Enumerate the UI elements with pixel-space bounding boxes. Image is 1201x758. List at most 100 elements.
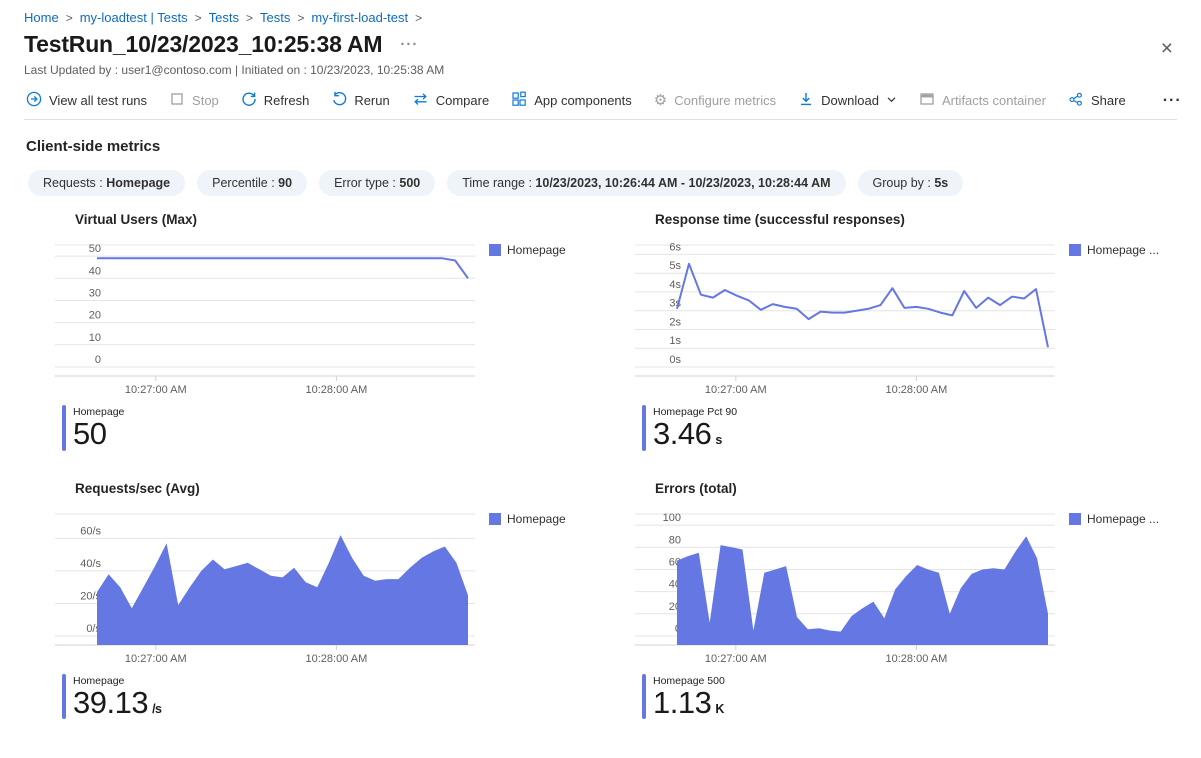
svg-text:10:28:00 AM: 10:28:00 AM [306,384,368,396]
virtual-users-chart: 50 40 30 20 10 0 10:27:00 AM 10:28:00 AM [55,243,475,396]
breadcrumb-my-first-load-test[interactable]: my-first-load-test [311,10,409,25]
chart-card-requests-per-sec: Requests/sec (Avg) 60/s 40/s 20/s 0/s 10:27:… [55,481,635,720]
svg-text:40/s: 40/s [80,557,101,569]
svg-text:6s: 6s [669,241,681,253]
command-bar: View all test runs Stop Refresh Rerun Co… [24,91,1181,120]
breadcrumb-loadtest-tests[interactable]: my-loadtest | Tests [79,10,188,25]
svg-text:0s: 0s [669,354,681,366]
download-icon [798,91,814,110]
legend-swatch [489,244,501,256]
svg-text:10:27:00 AM: 10:27:00 AM [705,384,767,396]
title-more-button[interactable]: ··· [400,36,419,53]
svg-text:80: 80 [669,534,681,546]
chart-title: Response time (successful responses) [655,212,905,227]
breadcrumb-separator: > [194,10,202,25]
chart-card-response-time: Response time (successful responses) 6s 5… [635,212,1201,451]
refresh-icon [241,91,257,110]
stat-value: 1.13 K [653,684,724,720]
legend-label: Homepage [507,243,566,257]
filter-pill-time-range[interactable]: Time range : 10/23/2023, 10:26:44 AM - 1… [447,170,846,196]
stat-unit: K [715,701,724,716]
page-title: TestRun_10/23/2023_10:25:38 AM [24,31,383,57]
artifacts-container-icon [919,91,935,110]
breadcrumb-separator: > [245,10,253,25]
breadcrumb-separator: > [65,10,73,25]
svg-text:10:27:00 AM: 10:27:00 AM [125,653,187,665]
svg-text:2s: 2s [669,317,681,329]
stop-icon [169,91,185,110]
stat-color-bar [62,673,66,720]
svg-text:100: 100 [663,512,681,524]
app-components-icon [511,91,527,110]
stat-label: Homepage [73,674,125,687]
view-all-test-runs-icon [26,91,42,110]
rerun-button[interactable]: Rerun [320,91,400,110]
toolbar-more-button[interactable]: ··· [1153,92,1192,110]
last-updated-text: Last Updated by : user1@contoso.com | In… [24,63,445,77]
legend-item[interactable]: Homepage [489,512,566,526]
stat-label: Homepage [73,406,125,418]
test-run-page: Home > my-loadtest | Tests > Tests > Tes… [24,8,1201,720]
chevron-down-icon [886,93,897,108]
section-title-client-side-metrics: Client-side metrics [26,138,161,155]
svg-text:10:27:00 AM: 10:27:00 AM [125,384,187,396]
download-button[interactable]: Download [787,91,908,110]
chart-title: Requests/sec (Avg) [75,480,200,496]
chart-title: Errors (total) [655,480,737,496]
refresh-button[interactable]: Refresh [230,91,321,110]
filter-pill-requests[interactable]: Requests : Homepage [28,170,186,196]
compare-button[interactable]: Compare [401,91,500,110]
svg-text:10:28:00 AM: 10:28:00 AM [886,653,948,665]
breadcrumb: Home > my-loadtest | Tests > Tests > Tes… [24,8,1177,31]
filter-pill-error-type[interactable]: Error type : 500 [319,170,436,196]
legend-item[interactable]: Homepage [489,243,566,257]
app-components-button[interactable]: App components [500,91,643,110]
configure-metrics-gear-icon: ⚙ [653,92,668,109]
svg-text:40: 40 [89,265,101,277]
stat-unit: s [715,433,722,447]
stat-color-bar [642,673,646,720]
artifacts-container-button[interactable]: Artifacts container [908,91,1057,110]
svg-text:50: 50 [89,243,101,255]
legend-label: Homepage ... [1087,511,1160,526]
stop-button[interactable]: Stop [158,91,230,110]
breadcrumb-separator: > [415,10,423,25]
legend-label: Homepage [507,511,566,526]
svg-text:0: 0 [95,354,101,366]
svg-text:5s: 5s [669,260,681,272]
legend-item[interactable]: Homepage ... [1069,243,1159,257]
stat-value: 39.13/s [73,684,162,720]
svg-text:60/s: 60/s [80,525,101,537]
configure-metrics-button[interactable]: ⚙ Configure metrics [643,93,787,108]
filter-pill-percentile[interactable]: Percentile : 90 [197,170,308,196]
stat-unit: /s [152,701,162,716]
rerun-icon [331,91,347,110]
stat-color-bar [62,405,66,451]
breadcrumb-separator: > [297,10,305,25]
svg-text:1s: 1s [669,335,681,347]
chart-card-errors: Errors (total) 10080604020010:27:00 AM10… [635,481,1201,720]
breadcrumb-home[interactable]: Home [24,10,59,25]
filter-pill-group-by[interactable]: Group by : 5s [857,170,964,196]
compare-icon [412,91,429,110]
legend-item[interactable]: Homepage ... [1069,512,1159,526]
breadcrumb-tests[interactable]: Tests [208,10,239,25]
share-button[interactable]: Share [1057,91,1137,110]
legend-swatch [1069,512,1081,525]
legend-swatch [1069,244,1081,256]
stat-value: 50 [73,416,107,451]
requests-per-sec-chart: 60/s40/s20/s0/s10:27:00 AM 10:28:00 AM [55,513,475,665]
svg-text:20: 20 [89,310,101,322]
chart-card-virtual-users: Virtual Users (Max) 50 40 30 20 10 0 10:27:00 … [55,212,635,451]
stat-label: Homepage 500 [653,674,725,687]
svg-text:10:28:00 AM: 10:28:00 AM [886,384,948,396]
stat-response-time: Homepage Pct 90 3.46 s [642,405,1201,451]
svg-text:10: 10 [89,332,101,344]
view-all-test-runs-button[interactable]: View all test runs [24,91,158,110]
stat-color-bar [642,405,646,451]
close-icon[interactable]: × [1160,37,1173,60]
stat-label: Homepage Pct 90 [653,406,738,418]
breadcrumb-tests-2[interactable]: Tests [259,10,291,25]
